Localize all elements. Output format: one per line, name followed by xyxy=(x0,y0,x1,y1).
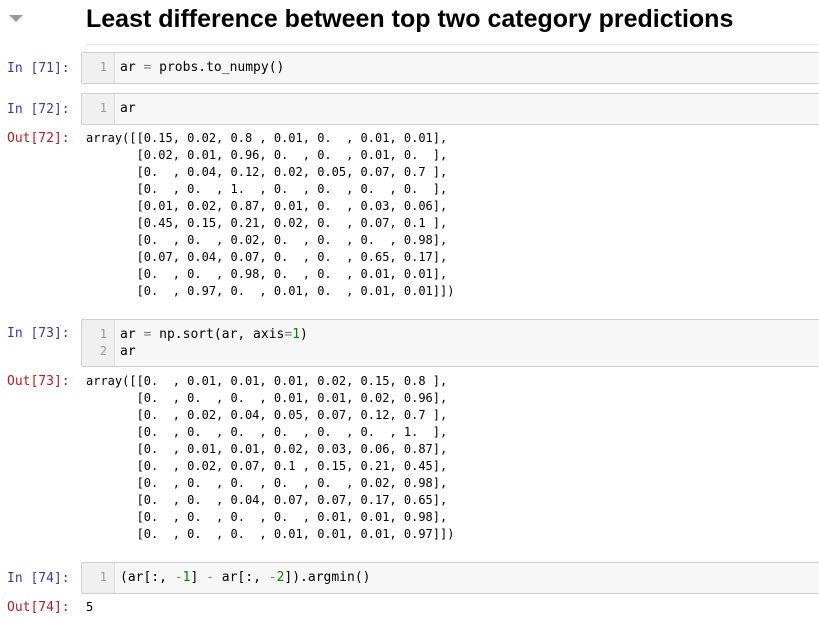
code-line[interactable]: 1 ar = np.sort(ar, axis=1) xyxy=(82,326,819,343)
code-input-74[interactable]: 1 (ar[:, -1] - ar[:, -2]).argmin() xyxy=(81,562,819,594)
output-line: [0.01, 0.02, 0.87, 0.01, 0. , 0.03, 0.06… xyxy=(86,199,448,213)
output-line: [0.02, 0.01, 0.96, 0. , 0. , 0.01, 0. ], xyxy=(86,148,448,162)
out-prompt-74: Out[74]: xyxy=(7,600,70,615)
out-prompt-72: Out[72]: xyxy=(7,131,70,146)
code-line[interactable]: 1 (ar[:, -1] - ar[:, -2]).argmin() xyxy=(82,569,819,586)
output-line: [0. , 0.04, 0.12, 0.02, 0.05, 0.07, 0.7 … xyxy=(86,165,448,179)
code-input-73[interactable]: 1 ar = np.sort(ar, axis=1) 2 ar xyxy=(81,319,819,367)
in-prompt-74: In [74]: xyxy=(7,571,70,586)
code-text[interactable]: ar = np.sort(ar, axis=1) xyxy=(120,327,308,342)
code-text[interactable]: ar xyxy=(120,344,136,359)
out-prompt-73: Out[73]: xyxy=(7,374,70,389)
heading-divider xyxy=(86,44,819,45)
output-line: [0. , 0. , 0. , 0.01, 0.01, 0.01, 0.97]]… xyxy=(86,527,455,541)
output-line: [0. , 0. , 1. , 0. , 0. , 0. , 0. ], xyxy=(86,182,448,196)
markdown-cell[interactable]: Least difference between top two categor… xyxy=(0,0,819,45)
line-number: 1 xyxy=(99,101,107,115)
output-74: 5 xyxy=(86,599,93,616)
output-line: [0.45, 0.15, 0.21, 0.02, 0. , 0.07, 0.1 … xyxy=(86,216,448,230)
output-line: [0. , 0. , 0. , 0. , 0. , 0.02, 0.98], xyxy=(86,476,448,490)
output-line: [0. , 0. , 0. , 0.01, 0.01, 0.02, 0.96], xyxy=(86,391,448,405)
output-73: array([[0. , 0.01, 0.01, 0.01, 0.02, 0.1… xyxy=(86,373,454,543)
code-text[interactable]: ar = probs.to_numpy() xyxy=(120,60,285,75)
in-prompt-72: In [72]: xyxy=(7,102,70,117)
output-line: [0. , 0. , 0. , 0. , 0. , 0. , 1. ], xyxy=(86,425,448,439)
output-line: [0. , 0.97, 0. , 0.01, 0. , 0.01, 0.01]]… xyxy=(86,284,455,298)
output-line: [0. , 0.02, 0.04, 0.05, 0.07, 0.12, 0.7 … xyxy=(86,408,448,422)
code-line[interactable]: 1 ar = probs.to_numpy() xyxy=(82,59,819,76)
line-number: 1 xyxy=(99,570,107,584)
line-number-gutter xyxy=(82,53,115,83)
code-text[interactable]: ar xyxy=(120,101,136,116)
in-prompt-71: In [71]: xyxy=(7,61,70,76)
line-number-gutter xyxy=(82,94,115,124)
output-line: array([[0.15, 0.02, 0.8 , 0.01, 0. , 0.0… xyxy=(86,131,448,145)
code-line[interactable]: 2 ar xyxy=(82,343,819,360)
line-number: 1 xyxy=(99,60,107,74)
output-line: [0. , 0. , 0.04, 0.07, 0.07, 0.17, 0.65]… xyxy=(86,493,448,507)
code-input-71[interactable]: 1 ar = probs.to_numpy() xyxy=(81,52,819,84)
line-number-gutter xyxy=(82,320,115,366)
output-72: array([[0.15, 0.02, 0.8 , 0.01, 0. , 0.0… xyxy=(86,130,454,300)
output-line: [0. , 0. , 0.02, 0. , 0. , 0. , 0.98], xyxy=(86,233,448,247)
output-line: [0. , 0. , 0. , 0. , 0.01, 0.01, 0.98], xyxy=(86,510,448,524)
line-number: 2 xyxy=(99,344,107,358)
code-input-72[interactable]: 1 ar xyxy=(81,93,819,125)
output-line: 5 xyxy=(86,600,94,614)
output-line: [0. , 0.01, 0.01, 0.02, 0.03, 0.06, 0.87… xyxy=(86,442,448,456)
code-line[interactable]: 1 ar xyxy=(82,100,819,117)
output-line: [0.07, 0.04, 0.07, 0. , 0. , 0.65, 0.17]… xyxy=(86,250,448,264)
output-line: [0. , 0. , 0.98, 0. , 0. , 0.01, 0.01], xyxy=(86,267,448,281)
output-line: [0. , 0.02, 0.07, 0.1 , 0.15, 0.21, 0.45… xyxy=(86,459,448,473)
line-number: 1 xyxy=(99,327,107,341)
line-number-gutter xyxy=(82,563,115,593)
code-text[interactable]: (ar[:, -1] - ar[:, -2]).argmin() xyxy=(120,570,371,585)
section-heading: Least difference between top two categor… xyxy=(86,5,734,33)
in-prompt-73: In [73]: xyxy=(7,326,70,341)
collapse-caret-icon[interactable] xyxy=(9,15,23,22)
output-line: array([[0. , 0.01, 0.01, 0.01, 0.02, 0.1… xyxy=(86,374,448,388)
